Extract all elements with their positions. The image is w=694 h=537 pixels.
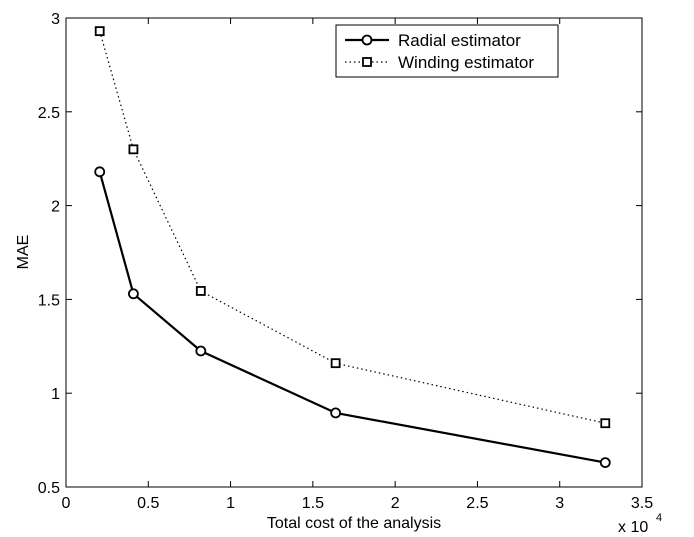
legend-marker-winding: [362, 57, 372, 67]
x-tick-label: 2.5: [466, 495, 488, 512]
legend-marker-radial: [361, 34, 373, 46]
y-axis-label: MAE: [15, 235, 32, 270]
series-markers: [94, 26, 611, 469]
x-tick-label: 0.5: [137, 495, 159, 512]
data-point-radial: [599, 457, 611, 469]
data-point-winding: [330, 358, 341, 369]
x-tick-label: 1: [226, 495, 235, 512]
data-point-radial: [330, 407, 342, 419]
y-tick-label: 2.5: [38, 105, 60, 122]
y-tick-label: 2: [51, 199, 60, 216]
data-point-winding: [600, 418, 611, 429]
x-tick-label: 2: [391, 495, 400, 512]
legend-label-winding: Winding estimator: [398, 53, 534, 72]
axis-ticks: 0 0.5 1 1.5 2 2.5 3 3.50.511.522.53: [38, 11, 653, 512]
data-point-radial: [128, 288, 139, 300]
plot-area: [65, 17, 643, 488]
data-point-winding: [128, 144, 139, 155]
legend-label-radial: Radial estimator: [398, 31, 521, 50]
x-multiplier-exponent: 4: [656, 512, 662, 524]
x-tick-label: 0: [62, 495, 71, 512]
x-multiplier-label: x 10: [618, 519, 648, 536]
legend: Radial estimator Winding estimator: [335, 24, 559, 78]
x-tick-label: 3.5: [631, 495, 653, 512]
legend-box: [335, 24, 559, 78]
x-tick-label: 1.5: [302, 495, 324, 512]
data-point-winding: [94, 26, 105, 37]
y-tick-label: 1: [51, 386, 60, 403]
y-tick-label: 0.5: [38, 480, 60, 497]
x-axis-label: Total cost of the analysis: [267, 515, 441, 532]
data-point-radial: [94, 166, 106, 178]
y-tick-label: 3: [51, 11, 60, 28]
y-tick-label: 1.5: [38, 292, 60, 309]
data-point-winding: [195, 286, 206, 296]
data-point-radial: [195, 345, 207, 357]
x-multiplier: x 10 4: [618, 512, 662, 536]
x-tick-label: 3: [555, 495, 564, 512]
